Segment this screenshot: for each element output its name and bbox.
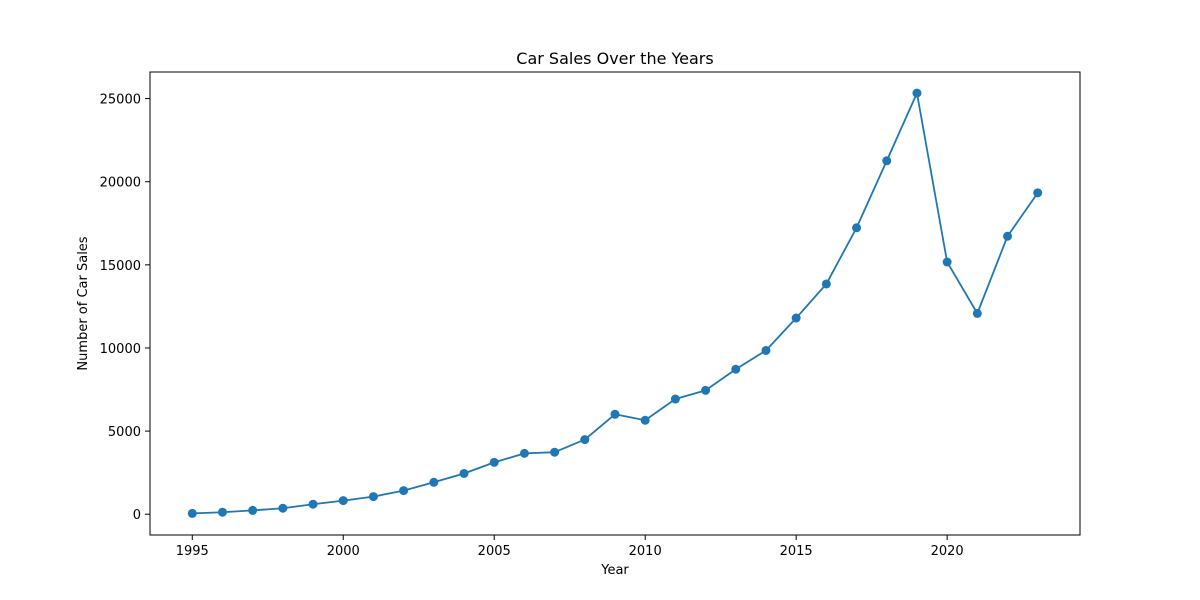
chart-title: Car Sales Over the Years (516, 49, 713, 68)
x-tick-label: 2015 (780, 544, 813, 559)
x-tick-label: 1995 (176, 544, 209, 559)
data-point (217, 507, 227, 517)
y-tick-label: 20000 (100, 176, 141, 191)
x-tick-label: 2020 (931, 544, 964, 559)
data-point (580, 435, 590, 445)
data-point (1003, 231, 1013, 241)
data-point (791, 313, 801, 323)
y-tick-label: 25000 (100, 93, 141, 108)
data-point (882, 156, 892, 166)
data-point (519, 448, 529, 458)
data-point (731, 364, 741, 374)
y-tick-label: 15000 (100, 259, 141, 274)
y-tick-label: 5000 (108, 425, 141, 440)
data-point (942, 257, 952, 267)
data-point (972, 308, 982, 318)
x-axis-label: Year (600, 563, 629, 578)
data-point (187, 508, 197, 518)
data-point (610, 409, 620, 419)
y-axis-label: Number of Car Sales (76, 236, 91, 370)
plot-area (150, 72, 1080, 535)
data-point (489, 457, 499, 467)
data-point (338, 496, 348, 506)
data-point (1033, 188, 1043, 198)
y-tick-label: 0 (133, 508, 141, 523)
plot-frame (149, 71, 1081, 536)
series-layer (187, 88, 1043, 518)
y-tick-label: 10000 (100, 342, 141, 357)
data-point (912, 88, 922, 98)
data-point (550, 447, 560, 457)
data-point (640, 415, 650, 425)
x-tick-label: 2000 (327, 544, 360, 559)
data-point (821, 279, 831, 289)
ticks-layer: 1995 2000 2005 2010 2015 2020 0 5000 10000 15000 2… (100, 93, 964, 559)
data-point (368, 492, 378, 502)
data-point (308, 499, 318, 509)
data-point (670, 394, 680, 404)
data-point (701, 385, 711, 395)
data-point (399, 486, 409, 496)
data-point (429, 477, 439, 487)
data-point (248, 505, 258, 515)
data-point (761, 345, 771, 355)
x-tick-label: 2010 (629, 544, 662, 559)
x-tick-label: 2005 (478, 544, 511, 559)
data-point (459, 468, 469, 478)
data-point (278, 503, 288, 513)
data-point (852, 223, 862, 233)
